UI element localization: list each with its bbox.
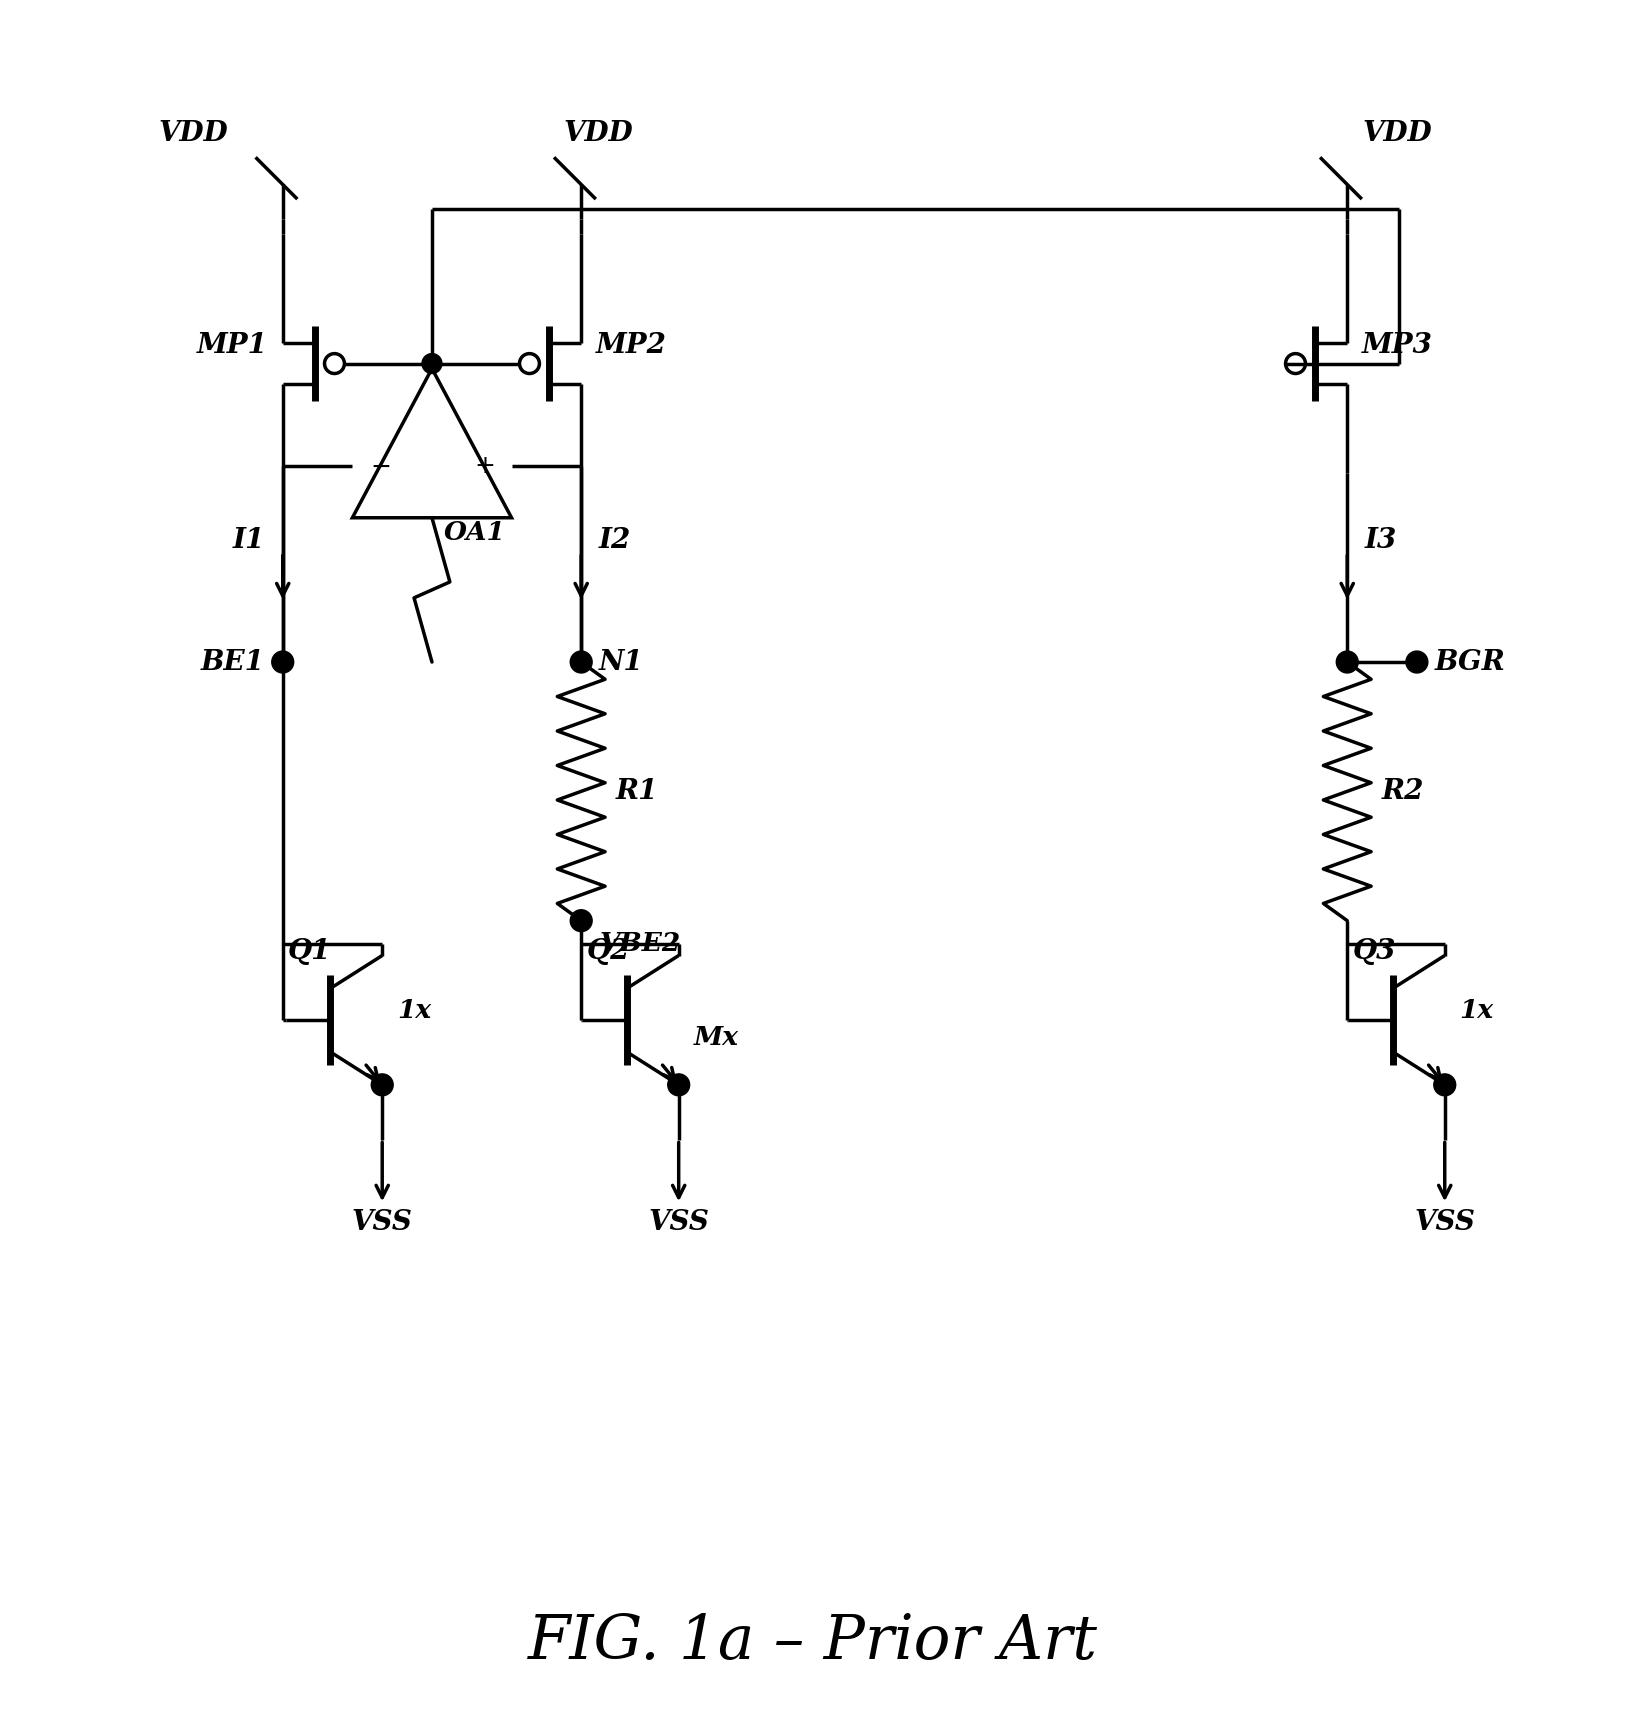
Text: VSS: VSS <box>351 1210 413 1236</box>
Circle shape <box>571 910 592 931</box>
Text: VDD: VDD <box>158 120 228 146</box>
Text: R1: R1 <box>616 778 659 805</box>
Text: I2: I2 <box>598 527 631 554</box>
Text: Q1: Q1 <box>288 938 332 965</box>
Text: Q3: Q3 <box>1353 938 1395 965</box>
Text: VBE2: VBE2 <box>598 931 680 955</box>
Circle shape <box>423 353 442 373</box>
Text: BGR: BGR <box>1434 649 1506 676</box>
Text: VSS: VSS <box>1415 1210 1475 1236</box>
Circle shape <box>272 651 294 673</box>
Circle shape <box>1337 651 1358 673</box>
Text: VDD: VDD <box>563 120 633 146</box>
Text: 1x: 1x <box>397 998 431 1022</box>
Text: MP2: MP2 <box>597 332 667 358</box>
Text: N1: N1 <box>598 649 644 676</box>
Text: MP3: MP3 <box>1363 332 1433 358</box>
Text: BE1: BE1 <box>202 649 265 676</box>
Text: VSS: VSS <box>649 1210 709 1236</box>
Circle shape <box>571 651 592 673</box>
Text: $-$: $-$ <box>371 454 390 477</box>
Text: MP1: MP1 <box>197 332 268 358</box>
Text: Mx: Mx <box>694 1026 738 1050</box>
Text: R2: R2 <box>1382 778 1424 805</box>
Circle shape <box>668 1074 689 1096</box>
Text: I3: I3 <box>1366 527 1397 554</box>
Text: FIG. 1a – Prior Art: FIG. 1a – Prior Art <box>528 1613 1098 1673</box>
Text: OA1: OA1 <box>444 520 506 544</box>
Circle shape <box>1434 1074 1455 1096</box>
Text: VDD: VDD <box>1363 120 1433 146</box>
Text: 1x: 1x <box>1460 998 1494 1022</box>
Text: $+$: $+$ <box>473 454 494 477</box>
Text: Q2: Q2 <box>585 938 629 965</box>
Circle shape <box>1406 651 1428 673</box>
Circle shape <box>371 1074 393 1096</box>
Text: I1: I1 <box>233 527 265 554</box>
